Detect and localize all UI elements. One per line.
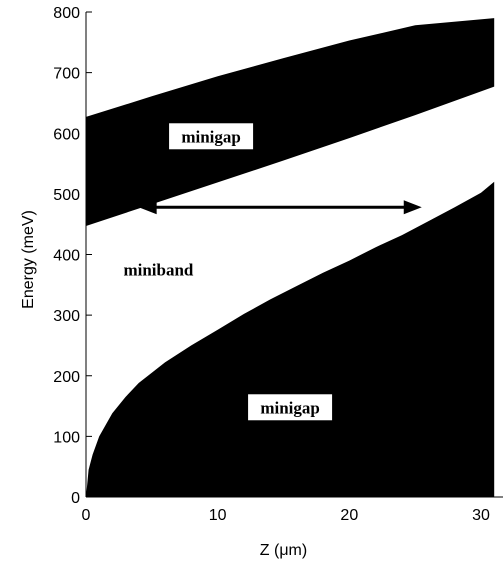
region-minigap-1	[86, 18, 495, 226]
y-tick-label: 400	[53, 248, 80, 265]
label-box-minigap	[169, 123, 254, 150]
y-tick-label: 300	[53, 308, 80, 325]
label-box-minigap	[248, 394, 333, 421]
x-ticks: 0 10 20 30	[82, 491, 490, 524]
y-tick-label: 700	[53, 66, 80, 83]
y-tick-label: 800	[53, 5, 80, 22]
x-tick-label: 30	[472, 507, 490, 524]
region-fills	[86, 18, 495, 498]
y-ticks: 0 100 200 300 400 500 600 700 800	[53, 5, 92, 507]
x-axis-title: Z (μm)	[260, 542, 307, 559]
label-miniband: miniband	[123, 261, 193, 280]
y-axis-title: Energy (meV)	[20, 210, 37, 309]
region-minigap-2	[86, 181, 495, 498]
arrow-head-right-icon	[403, 200, 422, 215]
y-tick-label: 500	[53, 187, 80, 204]
y-tick-label: 600	[53, 126, 80, 143]
label-minigap: minigap	[181, 127, 241, 146]
y-tick-label: 100	[53, 429, 80, 446]
y-tick-label: 0	[71, 490, 80, 507]
y-tick-label: 200	[53, 369, 80, 386]
x-tick-label: 0	[82, 507, 91, 524]
annotations: minigap miniband minigap	[123, 123, 333, 421]
arrow-head-left-icon	[138, 200, 157, 215]
label-minigap: minigap	[260, 398, 320, 417]
x-tick-label: 20	[340, 507, 358, 524]
x-tick-label: 10	[209, 507, 227, 524]
